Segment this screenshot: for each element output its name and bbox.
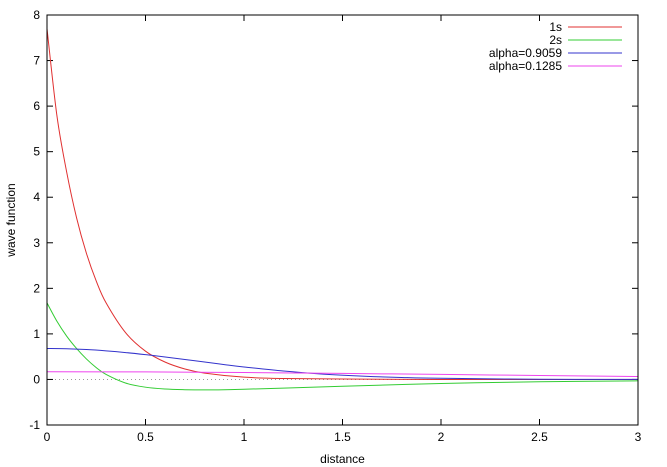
series-line-2s	[46, 302, 639, 391]
y-tick-label: 0	[33, 372, 40, 386]
plot-frame	[46, 14, 639, 426]
x-tick-label: 1.5	[334, 430, 351, 444]
y-tick-label: 4	[33, 190, 40, 204]
y-tick-labels: -1 0 1 2 3 4 5 6 7 8	[29, 8, 40, 432]
series-line-1s	[46, 28, 638, 380]
y-tick-label: -1	[29, 418, 40, 432]
series-line-alpha-0-1285	[46, 371, 639, 377]
legend-label-alpha-0-1285: alpha=0.1285	[489, 59, 562, 73]
y-tick-label: 5	[33, 145, 40, 159]
y-axis-label: wave function	[4, 183, 18, 257]
x-axis-label: distance	[320, 452, 365, 466]
x-tick-label: 0.5	[137, 430, 154, 444]
axis-ticks	[46, 14, 639, 426]
y-tick-label: 2	[33, 281, 40, 295]
legend-label-2s: 2s	[549, 33, 562, 47]
y-tick-label: 7	[33, 54, 40, 68]
y-tick-label: 8	[33, 8, 40, 22]
x-tick-label: 0	[44, 430, 51, 444]
y-tick-label: 6	[33, 99, 40, 113]
series-lines	[46, 28, 639, 391]
x-tick-label: 2	[438, 430, 445, 444]
y-tick-label: 1	[33, 327, 40, 341]
legend-label-1s: 1s	[549, 20, 562, 34]
x-tick-labels: 0 0.5 1 1.5 2 2.5 3	[44, 430, 642, 444]
x-tick-label: 1	[241, 430, 248, 444]
y-tick-label: 3	[33, 236, 40, 250]
series-line-alpha-0-9059	[46, 347, 639, 380]
x-tick-label: 3	[635, 430, 642, 444]
legend-label-alpha-0-9059: alpha=0.9059	[489, 46, 562, 60]
x-tick-label: 2.5	[531, 430, 548, 444]
